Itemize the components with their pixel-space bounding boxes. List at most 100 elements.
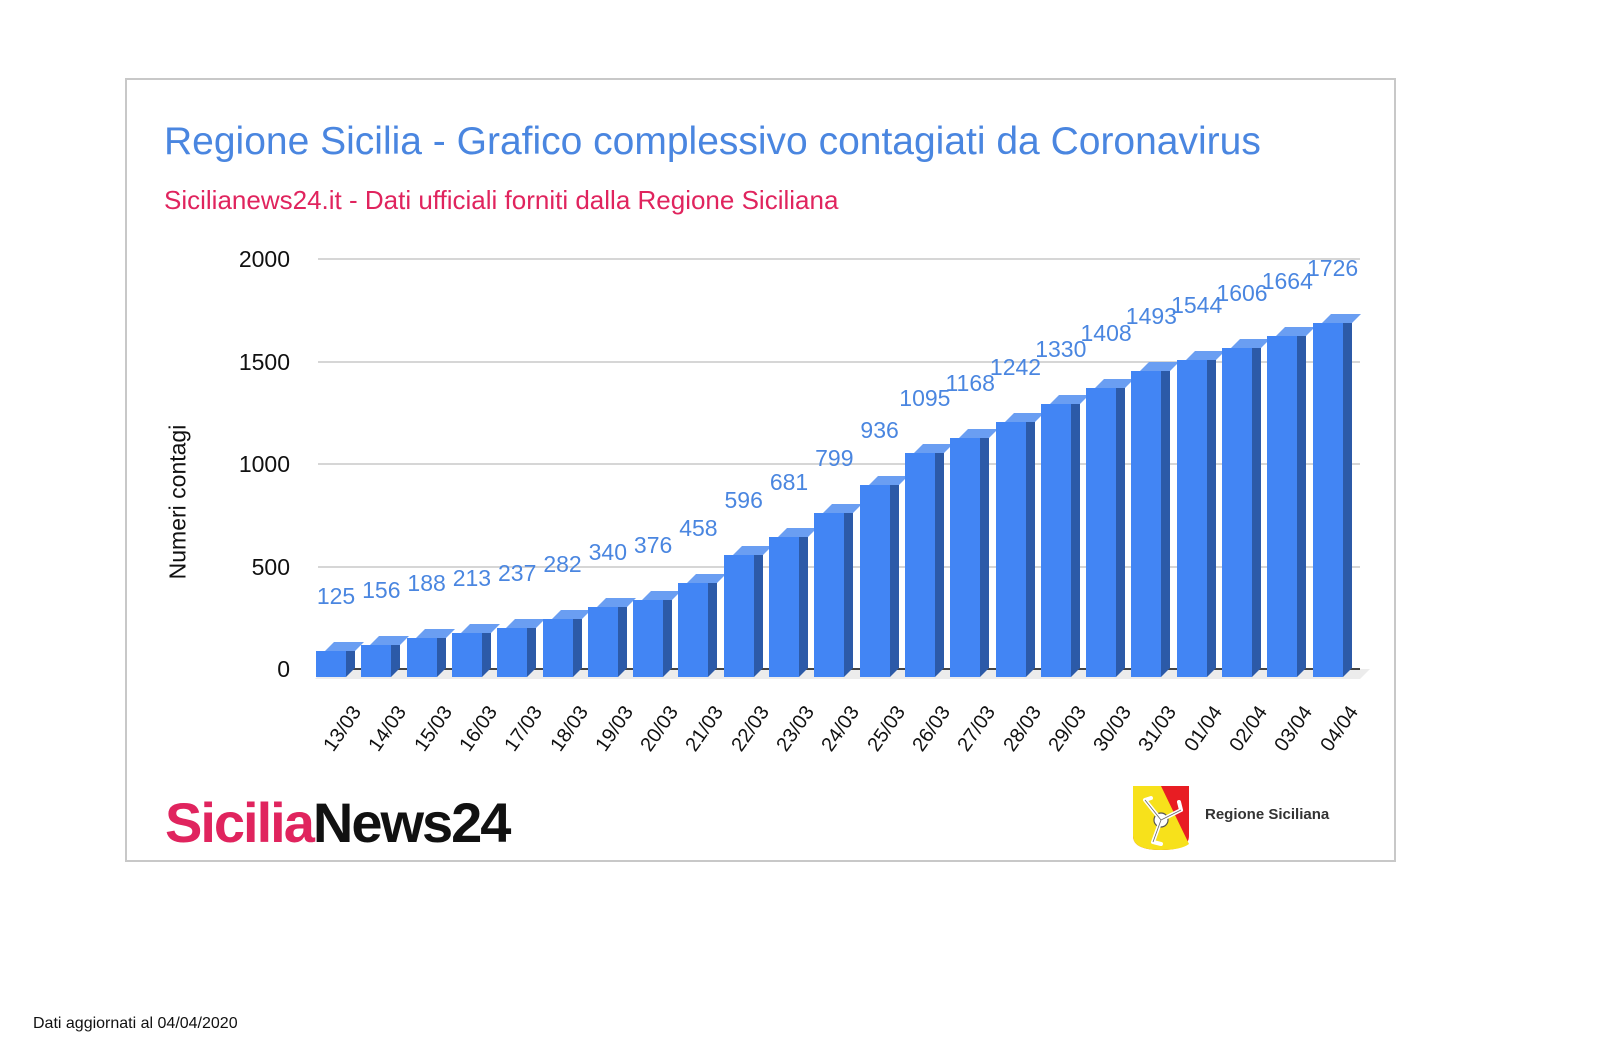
bar-side — [572, 610, 582, 677]
data-label: 1408 — [1080, 320, 1132, 347]
bar-side — [527, 619, 537, 677]
y-tick-label: 0 — [277, 656, 290, 682]
bar-front — [904, 452, 935, 677]
chart-subtitle: Sicilianews24.it - Dati ufficiali fornit… — [164, 185, 839, 215]
bar-front — [1086, 388, 1117, 677]
bar-side — [1297, 326, 1307, 677]
bar-front — [497, 628, 528, 677]
bar-front — [1131, 370, 1162, 677]
logo-part-sicilia: Sicilia — [165, 791, 315, 854]
bar-front — [1222, 347, 1252, 677]
gridline — [318, 360, 1360, 363]
data-label: 1168 — [945, 369, 995, 396]
bar-01-04 — [1176, 351, 1225, 677]
regione-siciliana-label: Regione Siciliana — [1205, 806, 1330, 823]
bar-21-03 — [678, 574, 727, 677]
data-label: 1726 — [1307, 255, 1359, 282]
bar-front — [316, 651, 346, 677]
data-label: 376 — [633, 531, 673, 558]
bar-front — [678, 583, 709, 677]
data-label: 681 — [769, 469, 809, 496]
bar-front — [451, 633, 482, 677]
bar-front — [1040, 404, 1071, 677]
bar-side — [1252, 338, 1261, 677]
bar-22-03 — [723, 545, 772, 677]
data-label: 1664 — [1261, 267, 1313, 294]
data-label: 1330 — [1035, 336, 1087, 363]
y-tick-label: 1000 — [238, 451, 290, 477]
y-tick-label: 1500 — [238, 348, 290, 375]
bar-front — [814, 513, 845, 677]
bar-front — [859, 485, 890, 677]
data-label: 1606 — [1216, 279, 1268, 306]
bar-front — [1176, 360, 1207, 677]
data-label: 458 — [679, 515, 718, 542]
bar-side — [889, 476, 899, 677]
bar-03-04 — [1267, 326, 1316, 677]
bar-side — [844, 504, 854, 677]
data-label: 340 — [588, 539, 627, 566]
data-label: 799 — [815, 445, 854, 472]
bar-14-03 — [361, 636, 410, 677]
bar-29-03 — [1040, 395, 1089, 677]
bar-side — [980, 428, 990, 677]
data-label: 125 — [316, 583, 356, 610]
bar-side — [1342, 314, 1352, 677]
bar-front — [587, 607, 618, 677]
bar-15-03 — [406, 629, 455, 677]
bar-front — [406, 638, 437, 677]
bar-28-03 — [995, 413, 1044, 677]
bar-front — [769, 537, 799, 677]
bar-side — [1025, 413, 1035, 677]
bar-13-03 — [316, 642, 364, 677]
bar-side — [1116, 379, 1126, 677]
y-tick-label: 2000 — [238, 246, 290, 272]
data-label: 282 — [543, 551, 582, 578]
bar-side — [934, 443, 944, 677]
bar-18-03 — [542, 610, 591, 677]
bar-31-03 — [1131, 361, 1180, 677]
bar-26-03 — [904, 443, 953, 677]
bar-24-03 — [814, 504, 863, 677]
bar-front — [950, 437, 981, 677]
data-label: 188 — [407, 570, 446, 597]
sicilianews24-logo: SiciliaNews24 — [165, 790, 511, 855]
bar-19-03 — [587, 598, 636, 677]
bar-04-04 — [1312, 314, 1361, 677]
bar-front — [361, 645, 392, 677]
bar-side — [753, 545, 763, 677]
bar-20-03 — [633, 590, 682, 677]
bar-side — [617, 598, 627, 677]
trinacria-crest-icon — [1133, 786, 1189, 850]
bar-23-03 — [769, 528, 817, 677]
data-label: 1242 — [989, 354, 1042, 381]
data-label: 237 — [498, 560, 537, 587]
bar-side — [1161, 361, 1171, 677]
bar-front — [723, 554, 754, 677]
bar-front — [633, 599, 664, 677]
gridline — [318, 463, 1360, 465]
y-tick-label: 500 — [251, 553, 290, 580]
data-label: 213 — [452, 565, 492, 592]
data-label: 156 — [362, 577, 401, 604]
bar-front — [995, 422, 1026, 677]
chart-title: Regione Sicilia - Grafico complessivo co… — [164, 120, 1261, 163]
bar-02-04 — [1222, 338, 1270, 677]
bar-side — [1070, 395, 1080, 677]
data-label: 596 — [724, 486, 763, 513]
bar-25-03 — [859, 476, 908, 677]
bar-16-03 — [451, 624, 500, 677]
update-note: Dati aggiornati al 04/04/2020 — [33, 1015, 238, 1032]
gridline — [318, 258, 1360, 260]
bar-front — [1312, 323, 1343, 677]
y-axis-label: Numeri contagi — [164, 424, 191, 580]
data-label: 1544 — [1171, 292, 1223, 319]
data-label: 1095 — [899, 384, 951, 411]
bar-side — [708, 574, 718, 677]
bar-30-03 — [1086, 379, 1135, 677]
bar-side — [663, 590, 673, 677]
bar-front — [1267, 335, 1298, 677]
bar-side — [799, 528, 808, 677]
bar-side — [1206, 351, 1216, 677]
bar-27-03 — [950, 428, 999, 677]
